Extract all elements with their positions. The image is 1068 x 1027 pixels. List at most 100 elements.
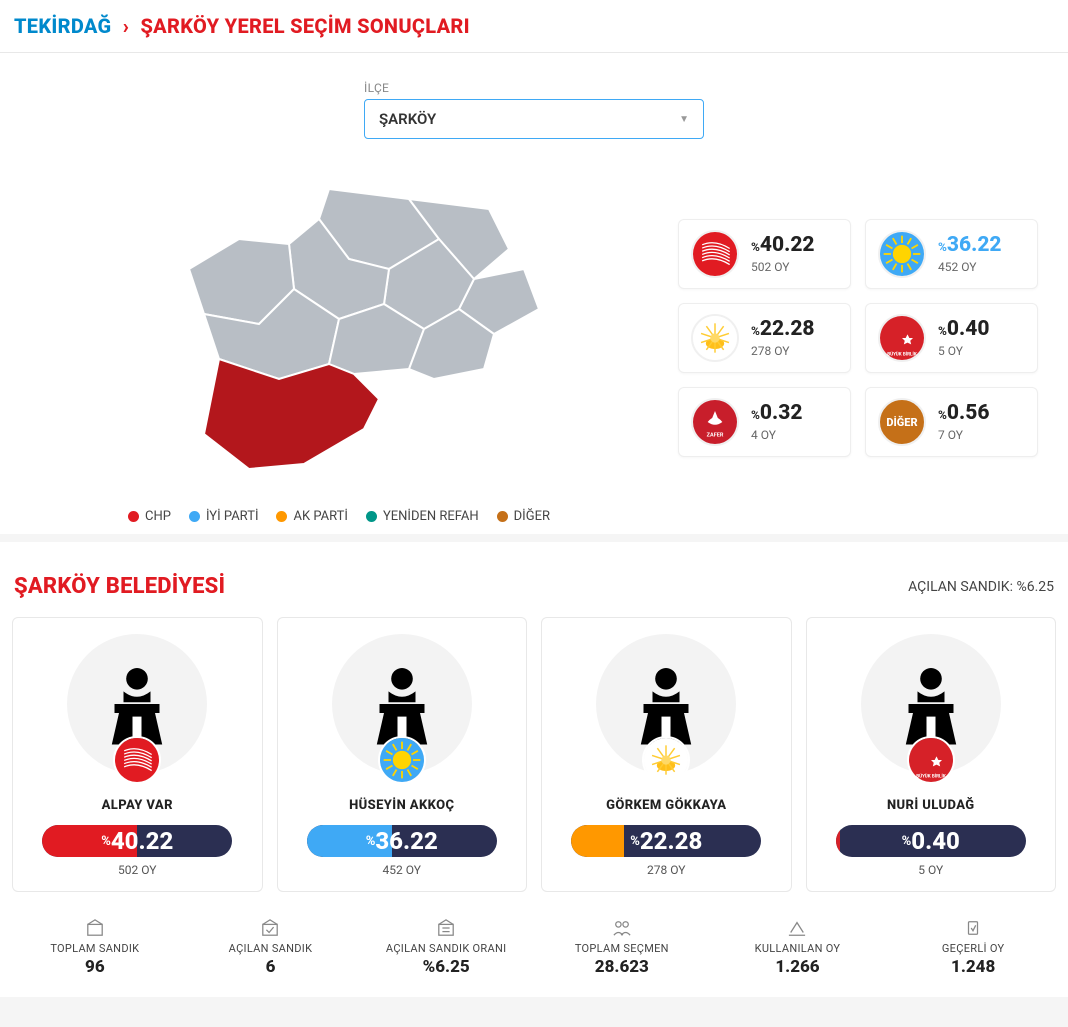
legend-dot-icon — [189, 511, 200, 522]
stat-value: 1.266 — [713, 957, 883, 977]
legend-dot-icon — [276, 511, 287, 522]
bbp-logo-icon: BÜYÜK BİRLİK — [907, 736, 955, 784]
party-result-card[interactable]: ZAFER %0.32 4 OY — [678, 387, 851, 457]
diger-logo-icon: DİĞER — [878, 398, 926, 446]
party-votes: 278 OY — [751, 344, 815, 358]
stat-item: AÇILAN SANDIK 6 — [186, 918, 356, 977]
akp-logo-icon — [642, 736, 690, 784]
candidate-pct: %0.40 — [836, 825, 1026, 857]
akp-logo-icon — [691, 314, 739, 362]
candidate-pct-bar: %36.22 — [307, 825, 497, 857]
stat-item: AÇILAN SANDIK ORANI %6.25 — [361, 918, 531, 977]
party-votes: 5 OY — [938, 344, 989, 358]
party-result-card[interactable]: DİĞER %0.56 7 OY — [865, 387, 1038, 457]
candidate-card[interactable]: ALPAY VAR %40.22 502 OY — [12, 617, 263, 892]
candidate-name: NURİ ULUDAĞ — [817, 798, 1046, 813]
candidate-pct-bar: %40.22 — [42, 825, 232, 857]
stat-icon — [186, 918, 356, 938]
stat-label: GEÇERLİ OY — [888, 942, 1058, 955]
candidate-pct: %22.28 — [571, 825, 761, 857]
candidate-pct: %36.22 — [307, 825, 497, 857]
stat-icon — [713, 918, 883, 938]
dropdown-value: ŞARKÖY — [379, 110, 436, 128]
stats-row: TOPLAM SANDIK 96 AÇILAN SANDIK 6 AÇILAN … — [0, 902, 1068, 997]
breadcrumb: TEKİRDAĞ › ŞARKÖY YEREL SEÇİM SONUÇLARI — [0, 0, 1068, 53]
bbp-logo-icon: BÜYÜK BİRLİK — [878, 314, 926, 362]
candidate-avatar — [332, 634, 472, 774]
party-pct: %0.56 — [938, 403, 989, 424]
stat-item: GEÇERLİ OY 1.248 — [888, 918, 1058, 977]
stat-label: KULLANILAN OY — [713, 942, 883, 955]
legend-item: İYİ PARTİ — [189, 509, 259, 524]
municipality-title: ŞARKÖY BELEDİYESİ — [14, 574, 225, 599]
party-pct: %0.32 — [751, 403, 802, 424]
candidate-avatar — [596, 634, 736, 774]
candidate-votes: 502 OY — [23, 863, 252, 877]
chevron-down-icon: ▼ — [679, 114, 689, 125]
candidate-pct: %40.22 — [42, 825, 232, 857]
stat-item: TOPLAM SANDIK 96 — [10, 918, 180, 977]
district-map[interactable] — [129, 169, 549, 489]
candidate-row: ALPAY VAR %40.22 502 OY HÜSEYİN AKKOÇ %3… — [0, 607, 1068, 902]
stat-item: KULLANILAN OY 1.266 — [713, 918, 883, 977]
chp-logo-icon — [113, 736, 161, 784]
legend-item: AK PARTİ — [276, 509, 347, 524]
party-result-card[interactable]: %36.22 452 OY — [865, 219, 1038, 289]
candidate-avatar: BÜYÜK BİRLİK — [861, 634, 1001, 774]
candidate-votes: 5 OY — [817, 863, 1046, 877]
legend-dot-icon — [128, 511, 139, 522]
stat-label: TOPLAM SANDIK — [10, 942, 180, 955]
iyi-logo-icon — [878, 230, 926, 278]
legend-dot-icon — [366, 511, 377, 522]
party-votes: 452 OY — [938, 260, 1002, 274]
candidate-card[interactable]: BÜYÜK BİRLİK NURİ ULUDAĞ %0.40 5 OY — [806, 617, 1057, 892]
stat-icon — [888, 918, 1058, 938]
legend-dot-icon — [497, 511, 508, 522]
party-pct: %36.22 — [938, 235, 1002, 256]
dropdown-label: İLÇE — [364, 81, 704, 95]
candidate-name: GÖRKEM GÖKKAYA — [552, 798, 781, 813]
party-result-card[interactable]: BÜYÜK BİRLİK %0.40 5 OY — [865, 303, 1038, 373]
stat-label: AÇILAN SANDIK ORANI — [361, 942, 531, 955]
zafer-logo-icon: ZAFER — [691, 398, 739, 446]
party-pct: %0.40 — [938, 319, 989, 340]
party-results-grid: %40.22 502 OY %36.22 452 OY %22.28 278 OY BÜYÜ… — [678, 219, 1038, 457]
party-result-card[interactable]: %40.22 502 OY — [678, 219, 851, 289]
party-votes: 502 OY — [751, 260, 815, 274]
stat-icon — [10, 918, 180, 938]
legend-item: CHP — [128, 509, 171, 524]
opened-ballot-pct: AÇILAN SANDIK: %6.25 — [908, 579, 1054, 595]
chp-logo-icon — [691, 230, 739, 278]
stat-value: 96 — [10, 957, 180, 977]
stat-label: AÇILAN SANDIK — [186, 942, 356, 955]
party-result-card[interactable]: %22.28 278 OY — [678, 303, 851, 373]
party-votes: 4 OY — [751, 428, 802, 442]
stat-value: %6.25 — [361, 957, 531, 977]
candidate-name: ALPAY VAR — [23, 798, 252, 813]
legend-item: YENİDEN REFAH — [366, 509, 479, 524]
legend-item: DİĞER — [497, 509, 550, 524]
stat-value: 28.623 — [537, 957, 707, 977]
candidate-pct-bar: %0.40 — [836, 825, 1026, 857]
candidate-pct-bar: %22.28 — [571, 825, 761, 857]
iyi-logo-icon — [378, 736, 426, 784]
stat-value: 6 — [186, 957, 356, 977]
breadcrumb-province[interactable]: TEKİRDAĞ — [14, 14, 112, 38]
candidate-avatar — [67, 634, 207, 774]
party-pct: %40.22 — [751, 235, 815, 256]
stat-value: 1.248 — [888, 957, 1058, 977]
party-pct: %22.28 — [751, 319, 815, 340]
svg-text:ZAFER: ZAFER — [707, 433, 724, 439]
stat-icon — [537, 918, 707, 938]
candidate-card[interactable]: HÜSEYİN AKKOÇ %36.22 452 OY — [277, 617, 528, 892]
stat-label: TOPLAM SEÇMEN — [537, 942, 707, 955]
district-dropdown[interactable]: ŞARKÖY ▼ — [364, 99, 704, 139]
stat-item: TOPLAM SEÇMEN 28.623 — [537, 918, 707, 977]
party-votes: 7 OY — [938, 428, 989, 442]
chevron-right-icon: › — [123, 14, 129, 38]
candidate-card[interactable]: GÖRKEM GÖKKAYA %22.28 278 OY — [541, 617, 792, 892]
map-selected-district[interactable] — [204, 359, 379, 469]
map-legend: CHP İYİ PARTİ AK PARTİ YENİDEN REFAH DİĞ… — [30, 509, 648, 524]
stat-icon — [361, 918, 531, 938]
breadcrumb-title: ŞARKÖY YEREL SEÇİM SONUÇLARI — [140, 14, 469, 38]
